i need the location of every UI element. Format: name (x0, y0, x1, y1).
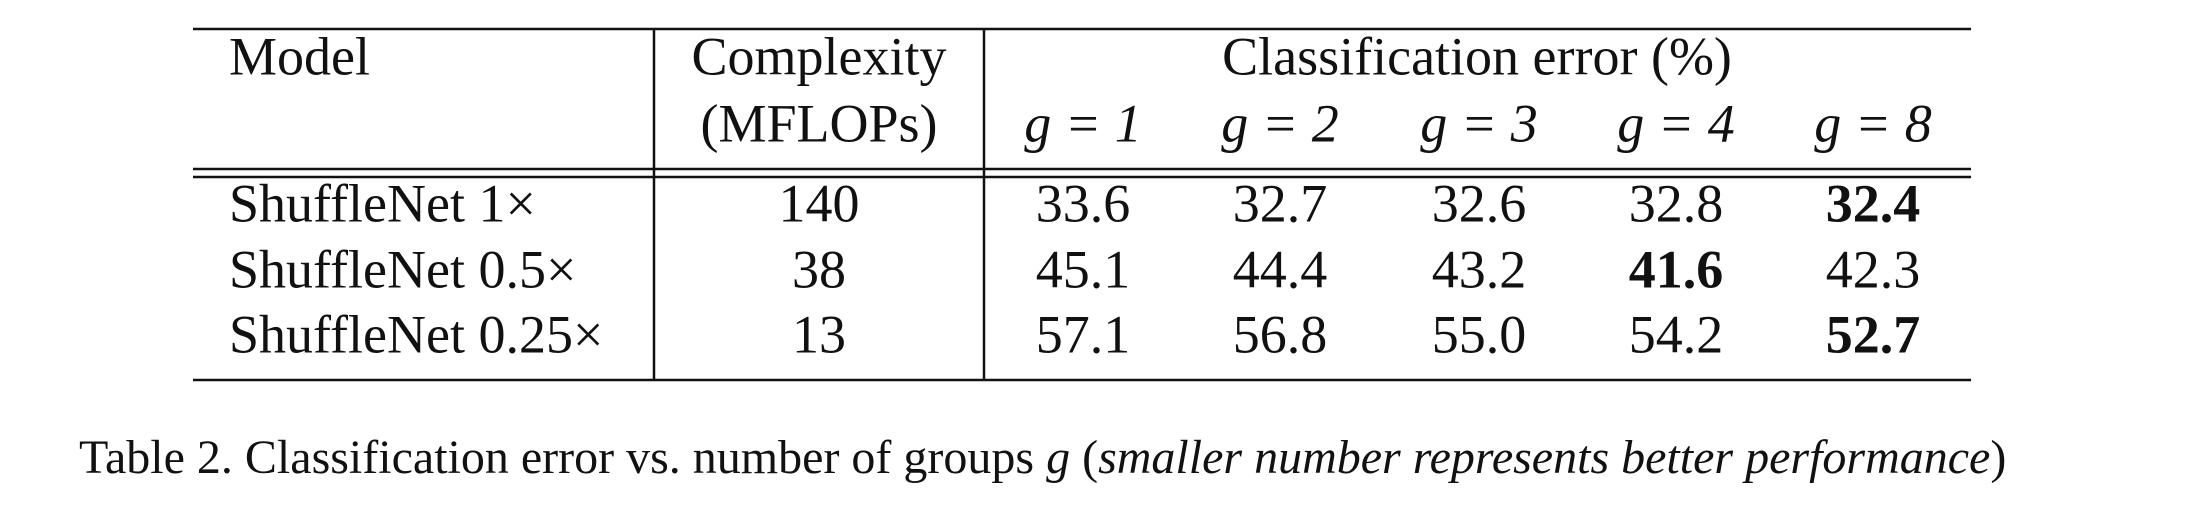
error-value: 52.7 (1826, 304, 1921, 364)
header-complexity: (MFLOPs) (700, 93, 937, 153)
table-rules (193, 27, 1971, 382)
model-name: ShuffleNet 1× (229, 173, 536, 233)
error-value: 32.7 (1233, 173, 1328, 233)
error-value: 45.1 (1036, 239, 1131, 299)
error-value: 56.8 (1233, 304, 1328, 364)
error-value: 55.0 (1432, 304, 1527, 364)
caption: Table 2. Classification error vs. number… (79, 431, 2006, 484)
error-value: 32.4 (1826, 173, 1921, 233)
model-name: ShuffleNet 0.5× (229, 239, 576, 299)
error-value: 41.6 (1629, 239, 1724, 299)
complexity: 13 (792, 304, 846, 364)
caption-part: g (1046, 431, 1070, 484)
header-model: Model (229, 26, 370, 86)
header-column: g = 4 (1617, 93, 1734, 153)
error-value: 44.4 (1233, 239, 1328, 299)
error-value: 57.1 (1036, 304, 1131, 364)
caption-part: ( (1070, 431, 1098, 484)
header-column: g = 8 (1814, 93, 1931, 153)
model-name: ShuffleNet 0.25× (229, 304, 603, 364)
error-value: 32.6 (1432, 173, 1527, 233)
caption-part: Table 2. Classification error vs. number… (79, 431, 1046, 484)
error-value: 42.3 (1826, 239, 1921, 299)
header-group: Classification error (%) (1222, 26, 1732, 86)
complexity: 140 (779, 173, 860, 233)
caption-part: smaller number represents better perform… (1098, 431, 1990, 484)
error-value: 32.8 (1629, 173, 1724, 233)
error-value: 54.2 (1629, 304, 1724, 364)
complexity: 38 (792, 239, 846, 299)
header-column: g = 1 (1024, 93, 1141, 153)
caption-part: ) (1990, 431, 2006, 484)
error-value: 33.6 (1036, 173, 1131, 233)
header-column: g = 2 (1221, 93, 1338, 153)
error-value: 43.2 (1432, 239, 1527, 299)
header-complexity: Complexity (692, 26, 947, 86)
header-column: g = 3 (1420, 93, 1537, 153)
